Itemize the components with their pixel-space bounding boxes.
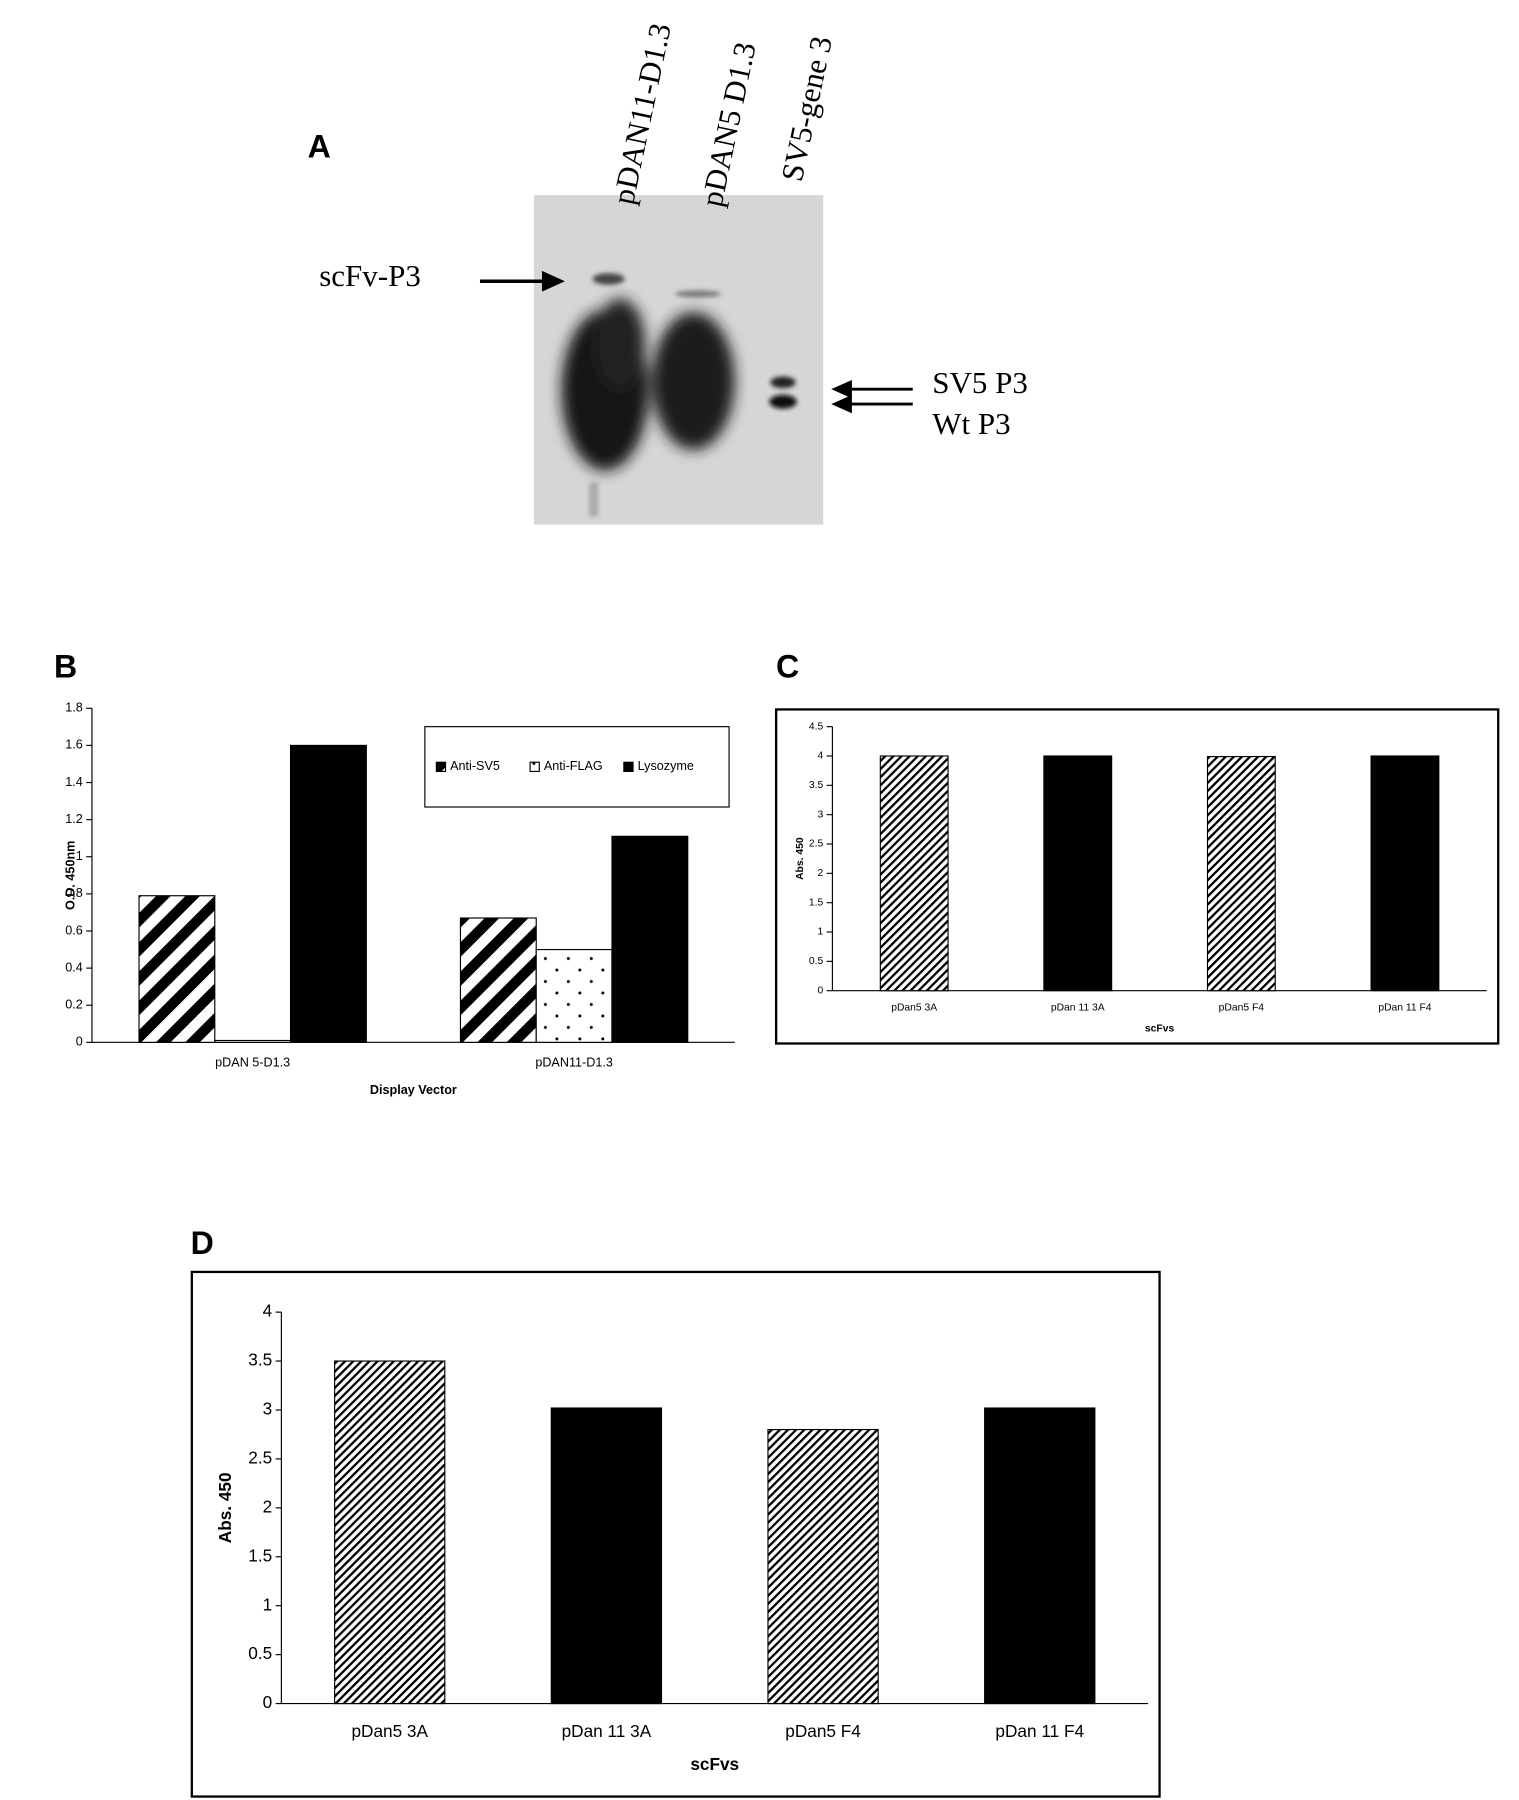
y-tick-label: 3 (263, 1399, 273, 1419)
y-tick-label: 3 (817, 809, 823, 820)
x-axis-label: scFvs (690, 1754, 739, 1774)
panel-label: B (54, 649, 77, 685)
lane-label: pDAN5 D1.3 (694, 39, 763, 210)
y-tick-label: 2 (817, 868, 823, 879)
y-tick-label: 1.2 (65, 812, 83, 826)
y-tick-label: 1.5 (248, 1545, 272, 1565)
marker-label: Wt P3 (932, 406, 1010, 441)
y-tick-label: 0.8 (65, 886, 83, 900)
panel-label: C (776, 649, 799, 685)
y-tick-label: 2.5 (248, 1447, 272, 1467)
y-tick-label: 0.5 (809, 956, 824, 967)
bar (767, 1428, 879, 1705)
y-axis-label: Abs. 450 (215, 1472, 235, 1543)
bar (1206, 756, 1276, 992)
legend-swatch (623, 761, 634, 773)
bar (334, 1360, 446, 1705)
x-tick-label: pDan 11 F4 (1378, 1003, 1431, 1014)
y-axis-label: O.D. 450nm (64, 841, 78, 910)
legend-label: Anti-SV5 (450, 759, 500, 773)
bar (138, 895, 216, 1043)
y-tick-label: 0 (263, 1692, 273, 1712)
x-axis-label: Display Vector (370, 1083, 457, 1097)
x-tick-label: pDan5 3A (891, 1003, 937, 1014)
bar (1370, 755, 1440, 992)
y-tick-label: 1 (76, 849, 83, 863)
y-tick-label: 0.2 (65, 998, 83, 1012)
y-tick-label: 0.5 (248, 1643, 272, 1663)
y-tick-label: 1 (817, 927, 823, 938)
y-tick-label: 0.6 (65, 923, 83, 937)
y-tick-label: 3.5 (248, 1350, 272, 1370)
lane-label: SV5-gene 3 (774, 33, 839, 184)
y-tick-label: 4 (817, 751, 823, 762)
x-axis-label: scFvs (1145, 1023, 1175, 1034)
x-tick-label: pDan5 F4 (1219, 1003, 1265, 1014)
legend-box (424, 726, 730, 808)
x-tick-label: pDan5 3A (351, 1721, 428, 1741)
bar (611, 835, 689, 1043)
x-tick-label: pDan 11 3A (1051, 1003, 1105, 1014)
legend-swatch (529, 761, 540, 773)
marker-label: SV5 P3 (932, 365, 1028, 400)
legend-label: Anti-FLAG (544, 759, 603, 773)
chart-frame (190, 1270, 1161, 1798)
y-tick-label: 1.4 (65, 775, 83, 789)
bar (879, 755, 949, 992)
bar (550, 1407, 663, 1705)
blot (479, 195, 913, 525)
lane-label: pDAN11-D1.3 (605, 20, 677, 207)
y-tick-label: 1.5 (809, 897, 824, 908)
bar (289, 744, 367, 1043)
x-tick-label: pDAN11-D1.3 (535, 1055, 613, 1069)
x-tick-label: pDAN 5-D1.3 (215, 1055, 290, 1069)
bar (535, 948, 613, 1043)
x-tick-label: pDan 11 F4 (995, 1721, 1084, 1741)
legend-label: Lysozyme (638, 759, 694, 773)
y-tick-label: 1.8 (65, 701, 83, 715)
y-tick-label: 0.4 (65, 960, 83, 974)
y-tick-label: 0 (76, 1035, 83, 1049)
bar (459, 917, 537, 1043)
bar (1043, 755, 1113, 992)
marker-label: scFv-P3 (319, 258, 421, 293)
panel-label: D (191, 1225, 214, 1261)
y-tick-label: 2.5 (809, 839, 824, 850)
bar (984, 1407, 1096, 1705)
y-axis-label: Abs. 450 (795, 837, 806, 880)
panel-label: A (308, 129, 331, 165)
chart-frame (774, 708, 1500, 1045)
y-tick-label: 1 (263, 1594, 273, 1614)
y-tick-label: 4.5 (809, 721, 824, 732)
y-tick-label: 2 (263, 1496, 273, 1516)
y-tick-label: 0 (817, 985, 823, 996)
x-tick-label: pDan5 F4 (785, 1721, 861, 1741)
y-tick-label: 4 (263, 1301, 273, 1321)
legend-swatch (435, 761, 447, 773)
x-tick-label: pDan 11 3A (562, 1721, 652, 1741)
bar (214, 1039, 292, 1043)
y-tick-label: 3.5 (809, 780, 824, 791)
y-tick-label: 1.6 (65, 738, 83, 752)
